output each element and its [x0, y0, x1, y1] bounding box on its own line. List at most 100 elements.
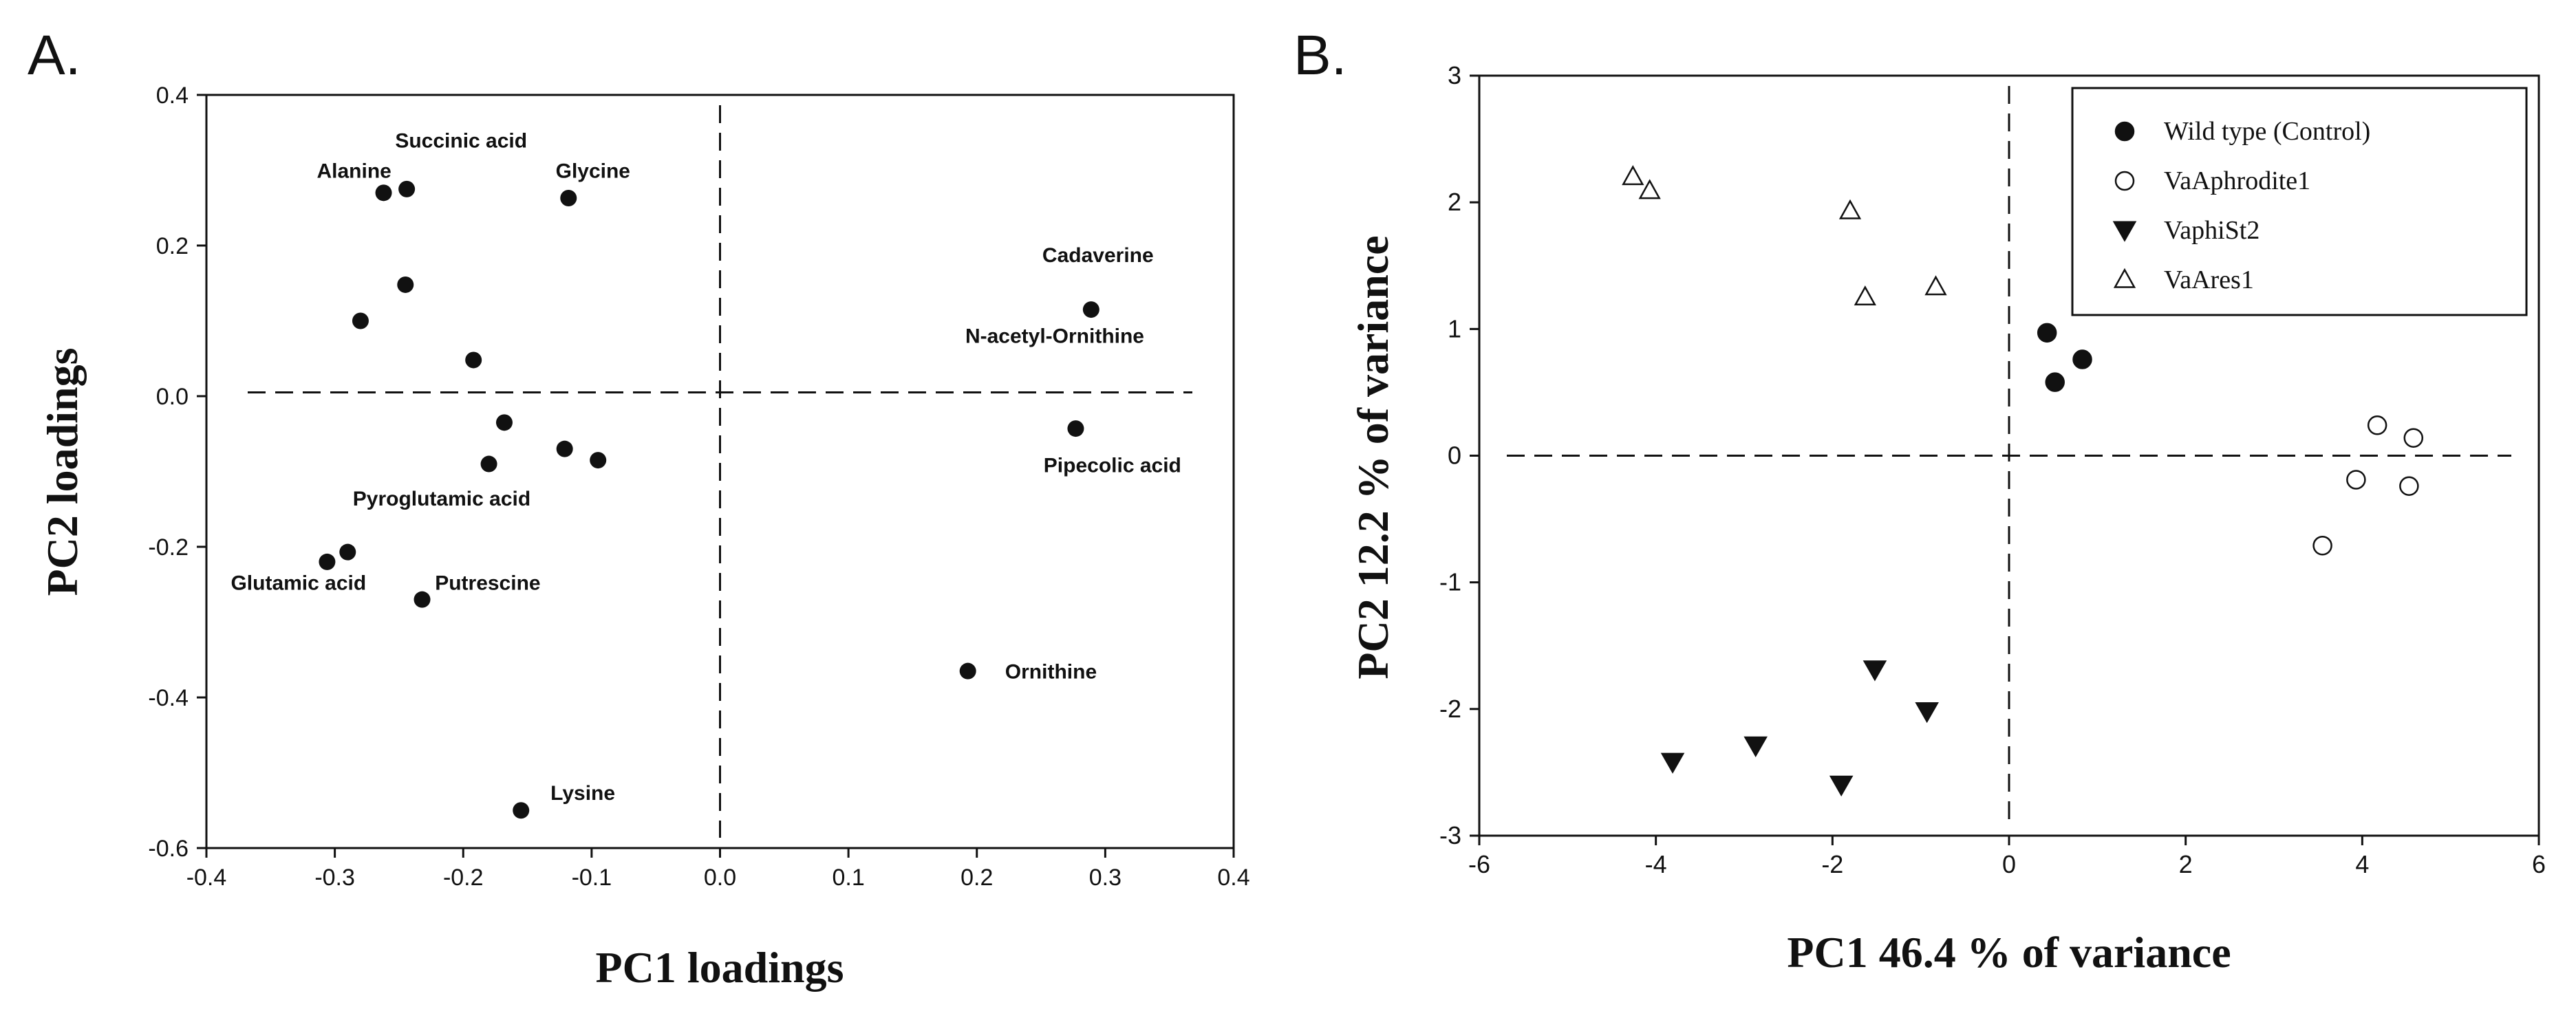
loading-point: [480, 455, 497, 473]
chart-b-score-plot: -6 -4 -2 0 2 4 6 -3 -2 -1 0 1 2 3 PC1 46.4 % of varia…: [1349, 61, 2546, 977]
legend-label-vaaphrodite1: VaAphrodite1: [2164, 166, 2310, 195]
point-vaares1: [1838, 199, 1862, 219]
y-tick-label: -0.6: [148, 836, 189, 862]
chart-b-points: [1622, 165, 2424, 797]
point-label-ornithine: Ornithine: [1005, 661, 1097, 684]
x-tick-label: -6: [1468, 850, 1490, 878]
x-tick-label: 0: [2002, 850, 2016, 878]
y-tick-label: 2: [1448, 188, 1461, 216]
chart-a-axes: -0.4 -0.3 -0.2 -0.1 0.0 0.1 0.2 0.3 0.4 -0.6 -0.4 -…: [148, 83, 1249, 891]
point-vaaphrodite1: [2312, 536, 2332, 556]
point-label-pyroglutamic-acid: Pyroglutamic acid: [353, 488, 530, 510]
x-tick-label: -0.4: [186, 865, 227, 891]
panel-a-letter: A.: [28, 24, 80, 87]
point-vaphist2: [1743, 736, 1768, 757]
point-vaaphrodite1: [2399, 476, 2419, 496]
point-vaphist2: [1863, 660, 1887, 682]
point-vaaphrodite1: [2367, 415, 2387, 435]
chart-a-loadings-plot: -0.4 -0.3 -0.2 -0.1 0.0 0.1 0.2 0.3 0.4 -0.6 -0.4 -…: [38, 83, 1250, 992]
x-tick-label: -0.2: [443, 865, 484, 891]
point-label-cadaverine: Cadaverine: [1042, 244, 1154, 267]
loading-point: [959, 662, 976, 680]
point-vaaphrodite1: [2403, 428, 2424, 448]
x-tick-label: -0.3: [314, 865, 355, 891]
legend-label-wild-type: Wild type (Control): [2164, 117, 2370, 146]
loading-point: [495, 414, 513, 431]
point-label-succinic-acid: Succinic acid: [395, 130, 527, 153]
legend-marker-vaphist2: [2112, 221, 2137, 242]
point-wild-type-control: [2045, 372, 2065, 392]
y-tick-label: 0: [1448, 442, 1461, 470]
chart-b-y-axis-title: PC2 12.2 % of variance: [1349, 235, 1397, 679]
y-tick-label: 1: [1448, 314, 1461, 343]
x-tick-label: 0.3: [1089, 865, 1121, 891]
point-label-glutamic-acid: Glutamic acid: [230, 572, 366, 594]
point-label-putrescine: Putrescine: [435, 572, 540, 594]
legend-marker-vaaphrodite1: [2114, 171, 2135, 191]
loading-point: [560, 190, 577, 207]
loading-point: [398, 180, 416, 197]
legend-markers: [2112, 121, 2137, 288]
point-label-pipecolic-acid: Pipecolic acid: [1044, 455, 1181, 477]
y-tick-label: 0.2: [156, 233, 189, 259]
point-vaphist2: [1660, 752, 1685, 774]
loading-point: [465, 351, 482, 369]
point-vaares1: [1924, 275, 1947, 296]
point-label-alanine: Alanine: [316, 160, 391, 182]
chart-b-axes: -6 -4 -2 0 2 4 6 -3 -2 -1 0 1 2 3: [1439, 61, 2546, 878]
chart-a-points: [319, 180, 1099, 819]
loading-point: [414, 591, 431, 608]
chart-a-x-axis-title: PC1 loadings: [596, 943, 844, 992]
point-vaphist2: [1915, 702, 1939, 724]
point-vaaphrodite1: [2346, 470, 2366, 490]
point-vaphist2: [1829, 775, 1854, 797]
chart-b-legend: Wild type (Control) VaAphrodite1 VaphiSt…: [2071, 87, 2528, 316]
y-tick-label: -0.2: [148, 534, 189, 561]
y-tick-label: 0.0: [156, 384, 189, 410]
point-vaares1: [1638, 179, 1661, 199]
loading-point: [319, 553, 336, 570]
x-tick-label: -0.1: [572, 865, 612, 891]
y-tick-label: -0.4: [148, 685, 189, 711]
x-tick-label: -4: [1645, 850, 1667, 878]
x-tick-label: 6: [2532, 850, 2546, 878]
x-tick-label: 2: [2179, 850, 2193, 878]
point-wild-type-control: [2072, 349, 2092, 369]
x-tick-label: 0.0: [704, 865, 736, 891]
loading-point: [1082, 301, 1099, 318]
y-tick-label: 0.4: [156, 83, 189, 109]
chart-a-reference-lines: [248, 105, 1192, 838]
loading-point: [397, 276, 414, 293]
loading-point: [556, 440, 573, 457]
chart-b-reference-lines: [1507, 86, 2511, 825]
loading-point: [590, 452, 607, 469]
legend-label-vaphist2: VaphiSt2: [2164, 216, 2260, 245]
y-tick-label: 3: [1448, 61, 1461, 89]
x-tick-label: 0.1: [832, 865, 864, 891]
loading-point: [375, 184, 392, 202]
panel-b-letter: B.: [1294, 24, 1346, 87]
x-tick-label: 4: [2355, 850, 2369, 878]
y-tick-label: -3: [1439, 821, 1461, 849]
legend-marker-wild-type-control: [2114, 121, 2135, 142]
point-vaares1: [1854, 285, 1876, 306]
loading-point: [352, 312, 369, 329]
point-vaares1: [1622, 165, 1644, 186]
x-tick-label: -2: [1821, 850, 1843, 878]
x-tick-label: 0.2: [960, 865, 993, 891]
point-label-lysine: Lysine: [550, 782, 615, 805]
legend-box: [2071, 87, 2528, 316]
x-tick-label: 0.4: [1217, 865, 1249, 891]
chart-a-y-axis-title: PC2 loadings: [38, 348, 87, 596]
point-label-n-acetyl-ornithine: N-acetyl-Ornithine: [965, 325, 1144, 347]
loading-point: [1067, 420, 1084, 437]
point-wild-type-control: [2037, 323, 2057, 343]
loading-point: [513, 802, 530, 819]
legend-marker-vaares1: [2113, 268, 2136, 288]
y-tick-label: -2: [1439, 695, 1461, 723]
y-tick-label: -1: [1439, 568, 1461, 596]
loading-point: [339, 543, 356, 561]
point-label-glycine: Glycine: [556, 160, 630, 182]
